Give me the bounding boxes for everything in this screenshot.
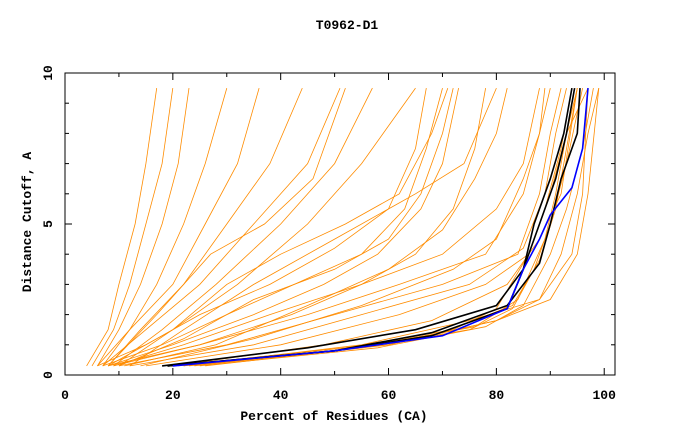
model-curve [145, 88, 578, 367]
model-curve [91, 88, 174, 367]
model-curve [97, 87, 260, 367]
highlight-curve [167, 88, 581, 367]
best-model-curve [172, 88, 589, 367]
model-curve [118, 88, 562, 367]
model-curve [86, 88, 158, 367]
x-axis-label: Percent of Residues (CA) [240, 409, 427, 424]
model-curve [113, 88, 540, 367]
y-axis-label: Distance Cutoff, A [20, 152, 35, 293]
model-curve [178, 88, 578, 367]
axis-ticks [64, 72, 615, 376]
y-tick-label: 0 [41, 371, 56, 379]
model-curve [205, 88, 600, 367]
model-curve [113, 87, 373, 367]
x-tick-label: 60 [381, 388, 397, 403]
x-tick-label: 100 [593, 388, 617, 403]
x-tick-labels: 0 20 40 60 80 100 [61, 388, 616, 403]
model-curve [107, 87, 303, 367]
y-tick-labels: 0 5 10 [41, 65, 56, 379]
x-tick-label: 20 [165, 388, 181, 403]
x-tick-label: 0 [61, 388, 69, 403]
model-curve [172, 88, 573, 367]
chart-title: T0962-D1 [316, 18, 379, 33]
model-curve [129, 88, 567, 367]
model-curve [172, 88, 578, 367]
y-tick-label: 5 [41, 220, 56, 228]
curves [86, 87, 600, 367]
x-tick-label: 80 [489, 388, 505, 403]
model-curve [102, 87, 341, 367]
model-curve [107, 87, 449, 367]
model-curve [183, 88, 589, 367]
model-curve [118, 87, 416, 367]
model-curve [107, 87, 346, 367]
model-curve [188, 87, 589, 367]
model-curve [108, 88, 551, 367]
x-tick-label: 40 [273, 388, 289, 403]
y-tick-label: 10 [41, 65, 56, 81]
model-curve [102, 87, 443, 367]
model-curve [107, 88, 459, 367]
model-curve [140, 88, 546, 367]
model-curve [124, 88, 508, 367]
highlight-curve [162, 87, 576, 367]
model-curve [129, 87, 497, 367]
model-curve [102, 87, 228, 367]
model-curve [97, 88, 190, 367]
